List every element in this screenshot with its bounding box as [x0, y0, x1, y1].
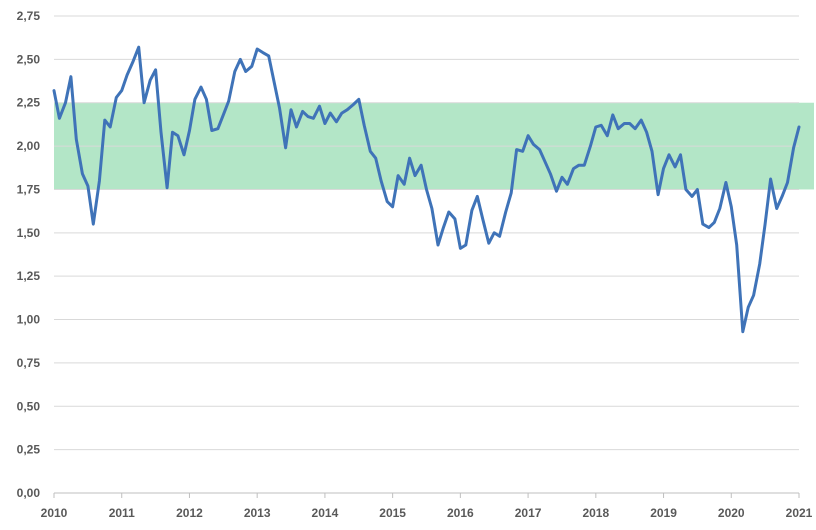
- x-tick-label: 2018: [582, 506, 609, 520]
- x-tick-label: 2019: [650, 506, 677, 520]
- y-tick-label: 0,50: [17, 399, 41, 413]
- x-tick-label: 2020: [718, 506, 745, 520]
- y-tick-label: 2,50: [17, 52, 41, 66]
- x-axis-tick-labels: 2010 2011 2012 2013 2014 2015 2016 2017 2018 2019…: [41, 506, 813, 520]
- y-tick-label: 0,75: [17, 356, 41, 370]
- y-tick-label: 1,50: [17, 226, 41, 240]
- series-layer: [52, 45, 801, 334]
- x-tick-label: 2016: [447, 506, 474, 520]
- y-tick-label: 0,00: [17, 486, 41, 500]
- x-tick-label: 2011: [109, 506, 135, 520]
- y-tick-label: 2,25: [17, 96, 41, 110]
- x-tick-label: 2010: [41, 506, 68, 520]
- y-tick-label: 2,75: [17, 9, 41, 23]
- x-tick-label: 2015: [379, 506, 406, 520]
- x-tick-label: 2021: [786, 506, 813, 520]
- x-tick-label: 2017: [515, 506, 542, 520]
- y-tick-label: 1,25: [17, 269, 41, 283]
- y-tick-label: 1,00: [17, 313, 41, 327]
- x-tick-label: 2013: [244, 506, 271, 520]
- series-line: [52, 45, 801, 334]
- y-axis-tick-labels: 0,00 0,25 0,50 0,75 1,00 1,25 1,50 1,75 2,00 2,25…: [17, 9, 41, 500]
- gridlines: [54, 15, 799, 451]
- y-tick-label: 0,25: [17, 443, 41, 457]
- y-tick-label: 1,75: [17, 182, 41, 196]
- y-tick-label: 2,00: [17, 139, 41, 153]
- axes: [53, 492, 800, 498]
- x-tick-label: 2014: [312, 506, 339, 520]
- x-tick-label: 2012: [176, 506, 203, 520]
